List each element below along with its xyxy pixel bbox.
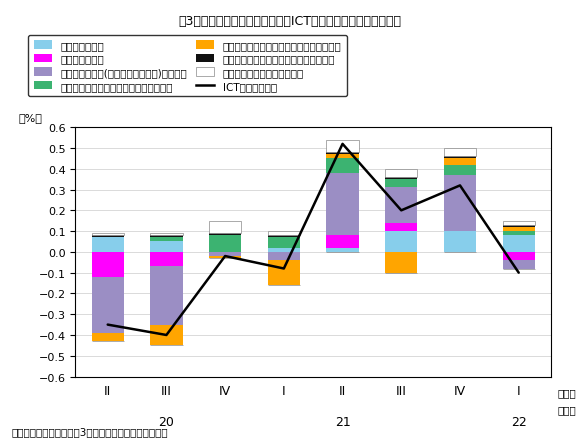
Bar xyxy=(268,238,300,248)
Bar xyxy=(150,252,183,267)
Bar xyxy=(327,173,358,236)
Bar xyxy=(444,159,476,165)
Bar xyxy=(502,227,535,232)
Bar xyxy=(150,236,183,238)
Bar xyxy=(209,233,241,236)
Legend: 通信業・寄与度, 放送業・寄与度, 情報サービス業(除くゲームソフト)・寄与度, インターネット附随サービス業・寄与度, コンテンツ制作・配給・レンタル・寄与度: 通信業・寄与度, 放送業・寄与度, 情報サービス業(除くゲームソフト)・寄与度,… xyxy=(28,35,347,97)
Bar xyxy=(385,252,418,273)
Bar xyxy=(502,221,535,226)
Bar xyxy=(92,238,124,252)
Bar xyxy=(209,236,241,252)
Bar xyxy=(327,155,358,159)
Bar xyxy=(444,157,476,159)
Bar xyxy=(502,226,535,227)
Bar xyxy=(92,252,124,277)
Bar xyxy=(268,261,300,286)
Bar xyxy=(385,170,418,178)
Bar xyxy=(327,159,358,173)
Bar xyxy=(385,232,418,252)
Bar xyxy=(268,232,300,236)
Text: 21: 21 xyxy=(335,416,350,428)
Text: （年）: （年） xyxy=(558,404,577,414)
Bar xyxy=(150,242,183,252)
Bar xyxy=(385,188,418,223)
Bar xyxy=(444,232,476,252)
Bar xyxy=(444,148,476,157)
Bar xyxy=(502,261,535,269)
Bar xyxy=(385,178,418,180)
Bar xyxy=(150,233,183,236)
Bar xyxy=(327,248,358,252)
Bar xyxy=(327,236,358,248)
Bar xyxy=(327,140,358,153)
Bar xyxy=(92,333,124,342)
Text: （期）: （期） xyxy=(558,388,577,398)
Bar xyxy=(92,236,124,238)
Bar xyxy=(150,238,183,242)
Text: 第3次産業活動指数総合に占めるICT関連サービス指数の寄与度: 第3次産業活動指数総合に占めるICT関連サービス指数の寄与度 xyxy=(179,15,401,28)
Bar xyxy=(268,248,300,252)
Text: （%）: （%） xyxy=(19,113,42,123)
Bar xyxy=(150,325,183,346)
Bar xyxy=(502,236,535,252)
Bar xyxy=(268,236,300,238)
Text: 22: 22 xyxy=(511,416,527,428)
Bar xyxy=(150,267,183,325)
Bar xyxy=(502,232,535,236)
Text: 20: 20 xyxy=(158,416,175,428)
Bar xyxy=(385,180,418,188)
Bar xyxy=(209,221,241,233)
Bar xyxy=(444,176,476,232)
Bar xyxy=(92,233,124,236)
Bar xyxy=(502,252,535,261)
Bar xyxy=(92,277,124,333)
Bar xyxy=(268,252,300,261)
Bar xyxy=(209,252,241,257)
Text: （出所）経済産業省「第3次産業活動指数」より作成。: （出所）経済産業省「第3次産業活動指数」より作成。 xyxy=(12,426,168,436)
Bar xyxy=(209,257,241,258)
Bar xyxy=(385,223,418,232)
Bar xyxy=(327,153,358,155)
Bar xyxy=(444,165,476,176)
